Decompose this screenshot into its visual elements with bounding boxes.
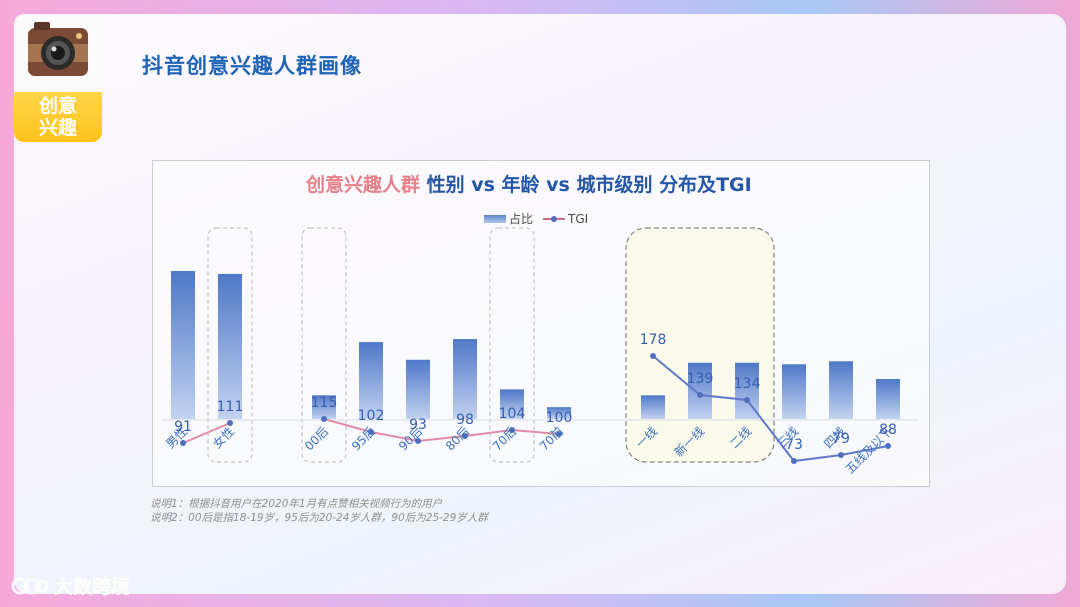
tgi-label-age-0: 115 <box>311 395 338 411</box>
bar-city-5 <box>876 379 900 419</box>
bar-city-0 <box>641 395 665 419</box>
bar-city-3 <box>782 364 806 419</box>
logo-line1: 创意 <box>38 95 77 117</box>
tgi-label-city-2: 134 <box>734 376 761 392</box>
tgi-point-gender-0 <box>180 440 186 446</box>
tgi-label-age-3: 98 <box>456 412 474 428</box>
tgi-label-age-4: 104 <box>499 406 526 422</box>
tgi-line-gender <box>182 422 231 444</box>
tgi-point-age-0 <box>321 416 327 422</box>
tgi-line-city <box>652 355 889 463</box>
tgi-point-age-5 <box>556 431 562 437</box>
bar-gender-1 <box>218 273 242 419</box>
tgi-point-city-2 <box>744 397 750 403</box>
logo-line2: 兴趣 <box>38 117 77 139</box>
watermark-text: 大数跨境 <box>54 576 131 598</box>
chart-legend: 占比 TGI <box>484 210 588 227</box>
bar-gender-0 <box>171 271 195 419</box>
tgi-point-age-1 <box>368 429 374 435</box>
x-tick-label-age-0: 00后 <box>302 424 331 453</box>
x-tick-label-age-5: 70前 <box>536 424 566 454</box>
note-2: 说明2：00后是指18-19岁，95后为20-24岁人群，90后为25-29岁人… <box>150 512 488 524</box>
tgi-label-gender-1: 111 <box>217 399 244 415</box>
tgi-label-city-4: 79 <box>832 431 850 447</box>
tgi-label-city-1: 139 <box>687 371 714 387</box>
line-legend-label: TGI <box>568 211 589 226</box>
bar-city-1 <box>688 362 712 419</box>
tgi-point-city-3 <box>791 458 797 464</box>
watermark-logo-icon <box>11 577 49 594</box>
bar-age-3 <box>453 339 477 419</box>
category-logo: 创意 兴趣 <box>14 14 102 142</box>
bar-age-1 <box>359 342 383 419</box>
line-legend-swatch <box>543 214 566 224</box>
category-logo-label: 创意 兴趣 <box>14 92 102 142</box>
tgi-point-age-2 <box>415 438 421 444</box>
highlight-frame <box>489 227 535 463</box>
bar-age-2 <box>406 359 430 419</box>
tgi-point-city-1 <box>697 392 703 398</box>
highlight-frame <box>207 227 253 463</box>
x-tick-label-age-3: 80后 <box>443 424 472 453</box>
tgi-point-age-3 <box>462 433 468 439</box>
tgi-point-city-0 <box>650 353 656 359</box>
tgi-label-city-0: 178 <box>640 332 667 348</box>
page-title: 抖音创意兴趣人群画像 <box>142 54 362 78</box>
tgi-label-city-5: 88 <box>879 422 897 438</box>
bar-age-4 <box>500 389 524 419</box>
x-tick-label-age-1: 95后 <box>349 424 378 453</box>
chart-title-highlight: 创意兴趣人群 <box>306 174 421 196</box>
camera-icon <box>14 14 102 92</box>
bar-legend-swatch <box>484 214 506 223</box>
tgi-point-city-4 <box>838 452 844 458</box>
tgi-label-age-1: 102 <box>358 408 385 424</box>
x-tick-label-age-4: 70后 <box>490 424 519 453</box>
tgi-label-age-5: 100 <box>546 410 573 426</box>
bar-legend-label: 占比 <box>509 212 534 226</box>
chart-title: 创意兴趣人群 性别 vs 年龄 vs 城市级别 分布及TGI <box>306 170 752 197</box>
chart-notes: 说明1：根据抖音用户在2020年1月有点赞相关视频行为的用户 说明2：00后是指… <box>150 497 488 525</box>
note-1: 说明1：根据抖音用户在2020年1月有点赞相关视频行为的用户 <box>150 498 443 510</box>
watermark: 大数跨境 <box>10 572 130 599</box>
tgi-point-city-5 <box>885 443 891 449</box>
tgi-point-gender-1 <box>227 420 233 426</box>
bar-city-4 <box>829 361 853 419</box>
tgi-label-city-3: 73 <box>785 437 803 453</box>
tgi-label-age-2: 93 <box>409 417 427 433</box>
bar-age-0 <box>312 395 336 419</box>
tgi-point-age-4 <box>509 427 515 433</box>
tgi-line-age <box>323 418 560 443</box>
tgi-label-gender-0: 91 <box>174 419 192 435</box>
highlight-frame <box>301 227 347 463</box>
chart-title-rest: 性别 vs 年龄 vs 城市级别 分布及TGI <box>420 174 752 196</box>
bar-age-5 <box>547 407 571 419</box>
x-tick-label-gender-1: 女性 <box>210 424 238 452</box>
